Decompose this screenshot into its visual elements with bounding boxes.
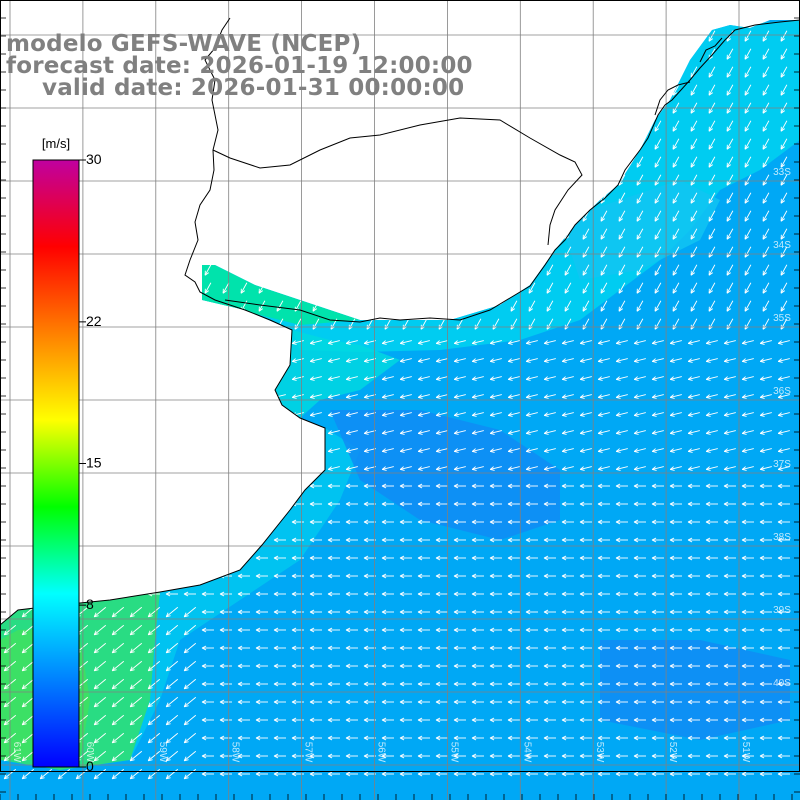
longitude-label: 55W [448, 742, 459, 763]
deep-patch-2 [600, 640, 790, 740]
latitude-label: 39S [773, 605, 791, 616]
colorbar-tick-label: 8 [86, 596, 94, 612]
latitude-label: 40S [773, 678, 791, 689]
longitude-label: 61W [11, 742, 22, 763]
longitude-label: 51W [740, 742, 751, 763]
colorbar-tick-label: 15 [86, 455, 102, 471]
colorbar-tick-label: 30 [86, 151, 102, 167]
latitude-label: 35S [773, 313, 791, 324]
colorbar-unit: [m/s] [42, 136, 70, 151]
latitude-label: 37S [773, 459, 791, 470]
longitude-label: 52W [667, 742, 678, 763]
longitude-label: 58W [230, 742, 241, 763]
latitude-label: 38S [773, 532, 791, 543]
longitude-label: 59W [157, 742, 168, 763]
title-valid-date: valid date: 2026-01-31 00:00:00 [42, 76, 464, 100]
latitude-label: 33S [773, 167, 791, 178]
latitude-label: 34S [773, 240, 791, 251]
colorbar-tick-label: 22 [86, 313, 102, 329]
longitude-label: 54W [521, 742, 532, 763]
colorbar-scale [33, 160, 79, 767]
longitude-label: 56W [376, 742, 387, 763]
latitude-label: 36S [773, 386, 791, 397]
longitude-label: 53W [594, 742, 605, 763]
longitude-label: 57W [303, 742, 314, 763]
colorbar-tick-label: 0 [86, 758, 94, 774]
